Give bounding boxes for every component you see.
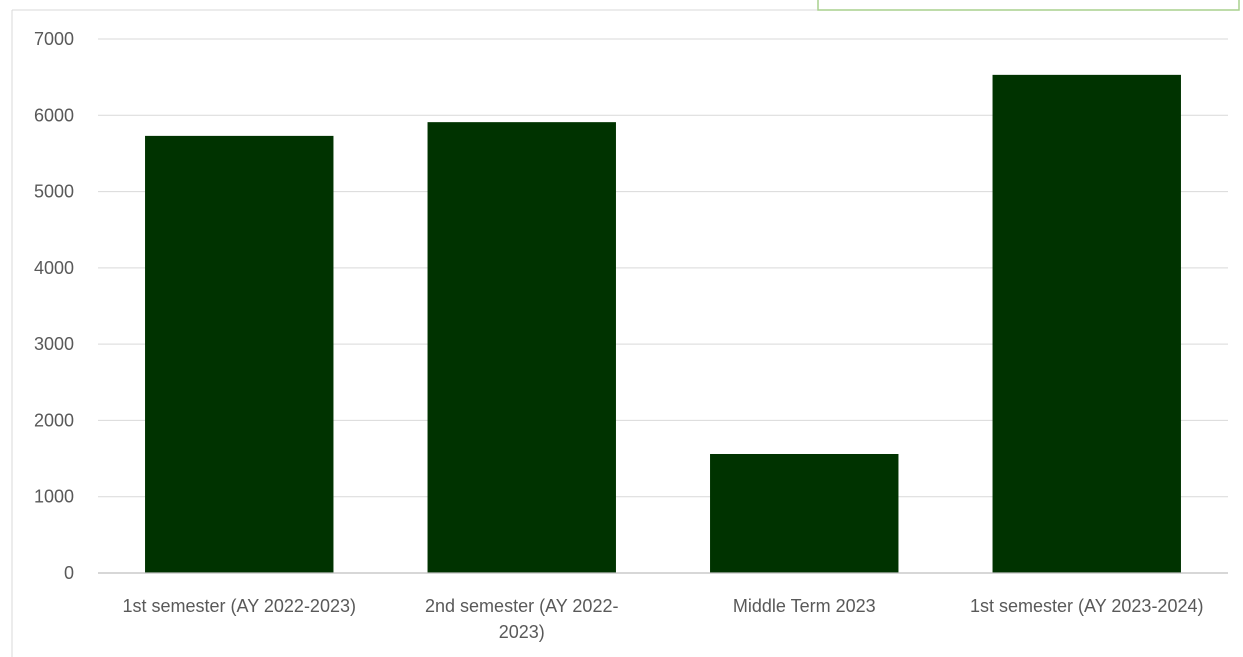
y-tick-label: 3000: [34, 334, 74, 354]
y-tick-label: 4000: [34, 258, 74, 278]
x-tick-label-line: 2023): [499, 622, 545, 642]
x-tick-label-line: 1st semester (AY 2022-2023): [123, 596, 356, 616]
x-tick-labels: 1st semester (AY 2022-2023) 2nd semester …: [123, 596, 1204, 642]
x-tick-label-line: 1st semester (AY 2023-2024): [970, 596, 1203, 616]
bar: [145, 135, 334, 573]
y-tick-label: 1000: [34, 487, 74, 507]
bar: [710, 453, 899, 573]
y-tick-label: 2000: [34, 410, 74, 430]
y-tick-labels: 0 1000 2000 3000 4000 5000 6000 7000: [34, 29, 74, 583]
x-tick-label: 2nd semester (AY 2022- 2023): [425, 596, 618, 642]
x-tick-label-line: 2nd semester (AY 2022-: [425, 596, 618, 616]
x-tick-label: 1st semester (AY 2022-2023): [123, 596, 356, 616]
overlay-frame-border: [817, 0, 1240, 11]
bar: [427, 122, 616, 573]
x-tick-label: 1st semester (AY 2023-2024): [970, 596, 1203, 616]
y-tick-label: 5000: [34, 182, 74, 202]
bar: [992, 74, 1181, 574]
x-tick-label-line: Middle Term 2023: [733, 596, 876, 616]
y-tick-label: 6000: [34, 105, 74, 125]
y-tick-label: 7000: [34, 29, 74, 49]
bars: [145, 74, 1181, 574]
y-tick-label: 0: [64, 563, 74, 583]
x-tick-label: Middle Term 2023: [733, 596, 876, 616]
